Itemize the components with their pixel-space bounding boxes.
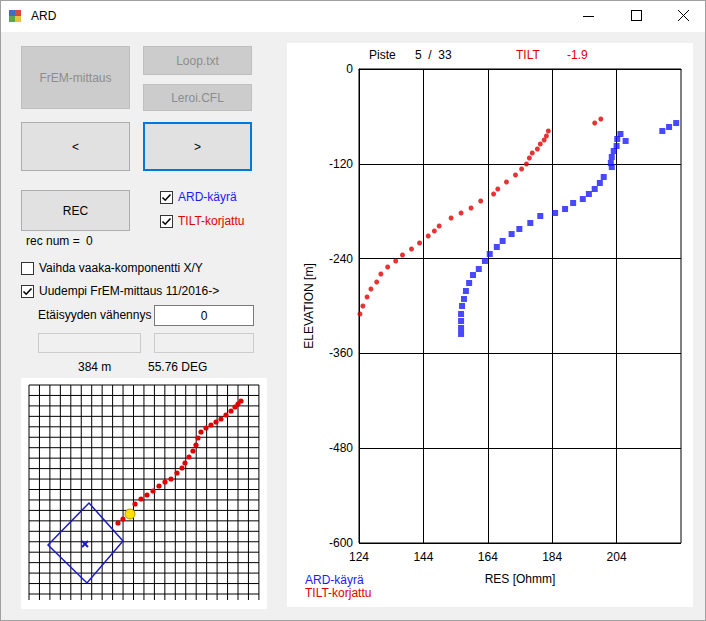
svg-text:124: 124: [349, 550, 369, 564]
svg-text:-360: -360: [329, 346, 353, 360]
svg-text:ARD-käyrä: ARD-käyrä: [305, 573, 364, 587]
svg-text:0: 0: [346, 62, 353, 76]
html-text:ARD: ARD: [31, 9, 57, 23]
svg-text:-600: -600: [329, 536, 353, 550]
html-text:REC: REC: [62, 203, 89, 218]
html-text:0: 0: [200, 308, 208, 323]
html-text:Leroi.CFL: Leroi.CFL: [171, 90, 224, 105]
html-text:Loop.txt: Loop.txt: [176, 53, 219, 68]
svg-text:184: 184: [542, 550, 562, 564]
html-text:-1.9: -1.9: [567, 48, 588, 62]
svg-text:204: 204: [607, 550, 627, 564]
svg-text:-240: -240: [329, 252, 353, 266]
svg-text:164: 164: [478, 550, 498, 564]
svg-text:-120: -120: [329, 157, 353, 171]
html-text:Vaihda vaaka-komponentti X/Y: Vaihda vaaka-komponentti X/Y: [39, 261, 203, 275]
html-text:ARD-käyrä: ARD-käyrä: [178, 190, 237, 204]
html-text:Piste: Piste: [369, 48, 396, 62]
svg-text:RES [Ohmm]: RES [Ohmm]: [485, 572, 556, 586]
svg-text:-480: -480: [329, 441, 353, 455]
html-text:TILT: TILT: [516, 48, 540, 62]
html-text:FrEM-mittaus: FrEM-mittaus: [39, 70, 112, 85]
html-text:384 m: 384 m: [78, 360, 112, 374]
svg-text:144: 144: [413, 550, 433, 564]
html-text:0: 0: [86, 234, 93, 248]
html-text:TILT-korjattu: TILT-korjattu: [178, 214, 245, 228]
html-text:rec num =: rec num =: [26, 234, 80, 248]
html-text:5 / 33: 5 / 33: [415, 48, 452, 62]
html-text:55.76 DEG: 55.76 DEG: [148, 360, 208, 374]
svg-text:ELEVATION [m]: ELEVATION [m]: [302, 263, 316, 349]
svg-text:TILT-korjattu: TILT-korjattu: [305, 586, 371, 600]
html-text:Uudempi FrEM-mittaus 11/2016->: Uudempi FrEM-mittaus 11/2016->: [39, 284, 220, 298]
html-text:Etäisyyden vähennys: Etäisyyden vähennys: [38, 308, 152, 322]
